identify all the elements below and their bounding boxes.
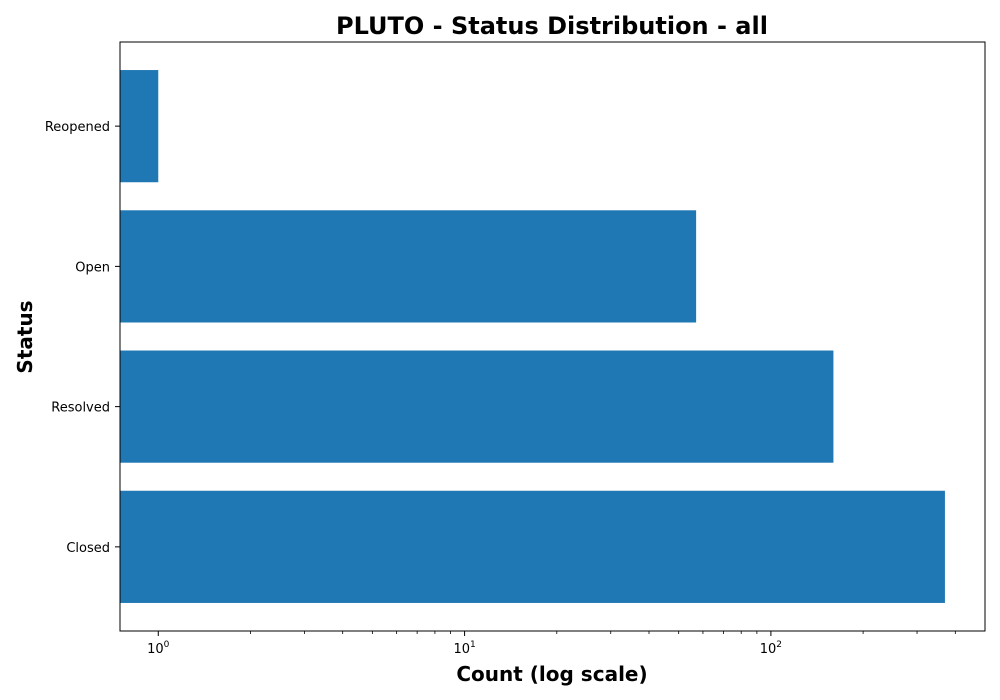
x-tick-base: 10 (760, 642, 777, 657)
x-tick-exponent: 1 (470, 640, 476, 650)
chart-title: PLUTO - Status Distribution - all (336, 12, 768, 40)
y-axis-label: Status (13, 300, 37, 373)
y-tick-label: Resolved (51, 401, 110, 416)
x-tick-base: 10 (453, 642, 470, 657)
bar-resolved (120, 350, 834, 463)
x-axis-label: Count (log scale) (456, 662, 647, 686)
plot-area (120, 70, 945, 603)
x-tick-label: 102 (760, 640, 782, 657)
x-tick-label: 101 (453, 640, 475, 657)
y-tick-label: Open (75, 260, 110, 275)
bar-closed (120, 490, 945, 603)
bar-open (120, 210, 697, 323)
bar-reopened (120, 70, 159, 183)
x-tick-label: 100 (147, 640, 170, 657)
x-tick-exponent: 0 (164, 640, 170, 650)
plot-frame (119, 41, 986, 632)
x-tick-exponent: 2 (776, 640, 782, 650)
y-tick-label: Closed (66, 541, 110, 556)
y-tick-label: Reopened (45, 120, 110, 135)
x-tick-base: 10 (147, 642, 164, 657)
